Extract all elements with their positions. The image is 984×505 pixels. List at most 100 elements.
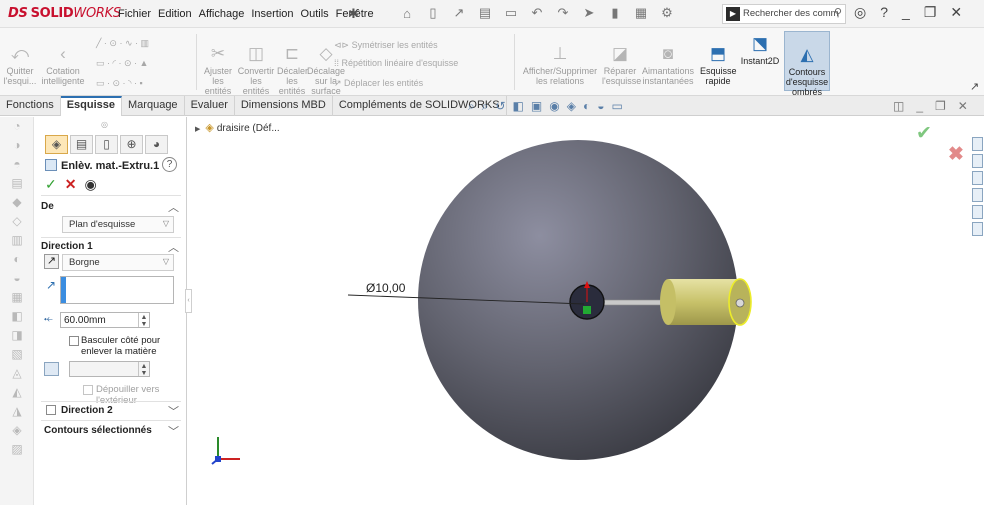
linear-sketch-pattern-button[interactable]: ⁞⁞ Répétition linéaire d'esquisse [334, 58, 459, 68]
user-icon[interactable]: ◎ [854, 4, 867, 20]
strip-tool-icon[interactable]: ▧ [11, 347, 23, 361]
quick-snaps-button[interactable]: ◙ Aimantations instantanées [641, 44, 695, 86]
collapse-chevron-up-icon[interactable]: ︿ [168, 242, 179, 254]
rebuild-icon[interactable]: ▮ [611, 5, 619, 20]
file-properties-icon[interactable]: ▦ [634, 5, 648, 20]
strip-tool-icon[interactable]: ◓ [13, 157, 21, 171]
spin-arrows-icon[interactable]: ▲ ▼ [138, 362, 149, 377]
strip-tool-icon[interactable]: ◆ [12, 195, 22, 209]
cylinder-body[interactable] [668, 279, 740, 325]
strip-tool-icon[interactable]: ◈ [12, 423, 22, 437]
rectangle-tools[interactable]: ▭ · ◜ · ⊙ · ▲ [96, 58, 149, 68]
offset-entities-button[interactable]: ⊏ Décaler les entités [277, 44, 309, 96]
strip-tool-icon[interactable]: ◨ [11, 328, 23, 342]
strip-tool-icon[interactable]: ◑ [13, 138, 21, 152]
previous-view-icon[interactable]: ↺ [495, 99, 506, 113]
shaded-sketch-contours-button[interactable]: ◭ Contours d'esquisse ombrés [784, 31, 830, 97]
options-gear-icon[interactable]: ⚙ [661, 5, 673, 20]
flyout-feature-tree[interactable]: ▶ ◈ draisire (Déf... [195, 122, 280, 134]
trim-entities-button[interactable]: ✂ Ajuster les entités [200, 34, 236, 96]
display-manager-tab-icon[interactable]: ◕ [145, 135, 168, 154]
preview-eye-icon[interactable]: ◉ [84, 176, 97, 192]
strip-tool-icon[interactable]: ◭ [12, 385, 22, 399]
direction-selection-box[interactable] [60, 276, 174, 304]
zoom-area-icon[interactable]: ⌕ [481, 99, 489, 113]
convert-entities-button[interactable]: ◫ Convertir les entités [237, 44, 275, 96]
tab-esquisse[interactable]: Esquisse [60, 96, 123, 116]
menu-fichier[interactable]: Fichier [118, 8, 152, 20]
expand-chevron-down-icon[interactable]: ﹀ [168, 406, 179, 418]
task-pane-palette-icon[interactable] [972, 188, 983, 202]
open-icon[interactable]: ↗ [453, 5, 465, 20]
pm-help-icon[interactable]: ? [162, 157, 177, 172]
display-style-icon[interactable]: ◉ [549, 99, 560, 113]
menu-affichage[interactable]: Affichage [198, 8, 245, 20]
menu-fenetre[interactable]: Fenêtre [335, 8, 374, 20]
draft-outward-checkbox[interactable] [83, 385, 93, 395]
collapse-ribbon-icon[interactable]: ↗ [970, 81, 980, 93]
view-orientation-icon[interactable]: ▣ [530, 99, 543, 113]
instant2d-button[interactable]: ⬔ Instant2D [737, 34, 783, 66]
collapse-chevron-up-icon[interactable]: ︿ [168, 202, 179, 214]
doc-close-icon[interactable]: ✕ [957, 99, 968, 113]
depth-input[interactable]: 60.00mm ▲ ▼ [60, 312, 150, 328]
tab-marquage[interactable]: Marquage [122, 96, 185, 116]
help-icon[interactable]: ? [880, 4, 889, 20]
flip-side-checkbox[interactable] [69, 336, 79, 346]
expand-triangle-icon[interactable]: ▶ [195, 126, 201, 133]
graphics-area[interactable]: Ø10,00 [188, 117, 984, 505]
strip-tool-icon[interactable]: ▤ [11, 176, 23, 190]
select-icon[interactable]: ➤ [583, 5, 595, 20]
feature-manager-tab-icon[interactable]: ▤ [70, 135, 93, 154]
strip-tool-icon[interactable]: ▥ [11, 233, 23, 247]
slot-tools[interactable]: ▭ · ⊙ · ◝ · ▪ [96, 78, 143, 88]
strip-tool-icon[interactable]: ◐ [13, 252, 21, 266]
task-pane-explorer-icon[interactable] [972, 171, 983, 185]
strip-tool-icon[interactable]: ◇ [12, 214, 22, 228]
task-pane-appearances-icon[interactable] [972, 205, 983, 219]
strip-tool-icon[interactable]: ◧ [11, 309, 23, 323]
task-pane-resources-icon[interactable] [972, 137, 983, 151]
tab-fonctions[interactable]: Fonctions [0, 96, 61, 116]
strip-tool-icon[interactable]: ◮ [12, 404, 22, 418]
menu-edition[interactable]: Edition [158, 8, 192, 20]
line-tools[interactable]: ╱ · ⊙ · ∿ · ▥ [96, 38, 149, 48]
cancel-x-icon[interactable]: ✕ [64, 176, 77, 192]
reverse-direction-icon[interactable]: ↗ [44, 254, 59, 269]
task-pane-library-icon[interactable] [972, 154, 983, 168]
doc-restore-icon[interactable]: ❐ [935, 99, 946, 113]
diameter-dimension[interactable]: Ø10,00 [366, 281, 406, 295]
panel-collapse-handle[interactable]: ‹ [185, 289, 192, 313]
strip-tool-icon[interactable]: ▨ [11, 442, 23, 456]
tab-evaluer[interactable]: Evaluer [185, 96, 235, 116]
scene-icon[interactable]: ◒ [597, 99, 605, 113]
pin-icon[interactable]: ✱ [348, 6, 359, 21]
strip-tool-icon[interactable]: ▦ [11, 290, 23, 304]
zoom-to-fit-icon[interactable]: ⌕ [468, 99, 475, 113]
expand-chevron-down-icon[interactable]: ﹀ [168, 426, 179, 438]
redo-icon[interactable]: ↷ [557, 5, 569, 20]
print-icon[interactable]: ▭ [504, 5, 518, 20]
offset-on-surface-button[interactable]: ◇ Décalage sur la surface [307, 44, 346, 96]
home-icon[interactable]: ⌂ [403, 5, 411, 21]
strip-tool-icon[interactable]: ◔ [13, 119, 21, 133]
task-pane-properties-icon[interactable] [972, 222, 983, 236]
solidworks-logo[interactable]: DS SOLIDWORKS [8, 6, 121, 21]
minimize-icon[interactable]: _ [902, 4, 910, 20]
doc-minimize-icon[interactable]: _ [916, 99, 924, 113]
confirm-corner-cancel-icon[interactable]: ✖ [948, 144, 964, 165]
end-condition-select[interactable]: Borgne ▽ [62, 254, 174, 271]
group-selected-contours[interactable]: Contours sélectionnés ﹀ [44, 425, 179, 438]
smart-dimension-button[interactable]: ‹ Cotation intelligente [41, 44, 85, 86]
direction-2-checkbox[interactable] [46, 405, 56, 415]
undo-icon[interactable]: ↶ [531, 5, 543, 20]
display-delete-relations-button[interactable]: ⊥ Afficher/Supprimer les relations [520, 34, 600, 86]
configuration-manager-tab-icon[interactable]: ▯ [95, 135, 118, 154]
strip-tool-icon[interactable]: ◬ [12, 366, 22, 380]
spin-arrows-icon[interactable]: ▲ ▼ [138, 313, 149, 328]
menu-outils[interactable]: Outils [300, 8, 329, 20]
search-commands-input[interactable]: ▶ Rechercher des comm ⚲ [722, 4, 846, 24]
property-manager-tab-icon[interactable]: ◈ [45, 135, 68, 154]
strip-tool-icon[interactable]: ◒ [13, 271, 21, 285]
exit-sketch-button[interactable]: ⤺ Quitter l'esqui... [3, 44, 37, 86]
